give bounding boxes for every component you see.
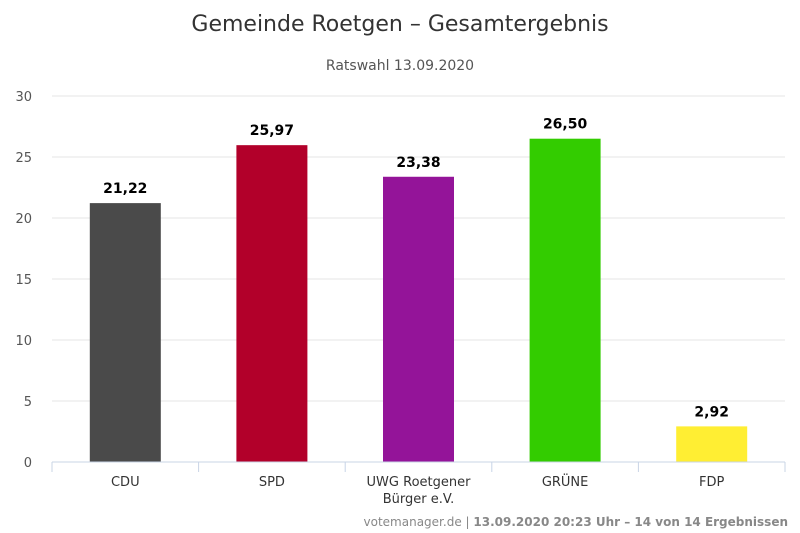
x-axis: CDU SPD UWG Roetgener Bürger e.V. GRÜNE FDP xyxy=(51,461,786,507)
bar xyxy=(89,203,161,462)
y-tick-label: 25 xyxy=(15,151,32,166)
bar xyxy=(676,426,748,462)
y-tick-label: 10 xyxy=(15,334,32,349)
chart-subtitle: Ratswahl 13.09.2020 xyxy=(326,58,474,74)
y-tick-label: 5 xyxy=(24,395,32,410)
x-tick-label: GRÜNE xyxy=(542,473,589,490)
y-tick-label: 15 xyxy=(15,273,32,288)
x-tick-label: UWG Roetgener xyxy=(367,475,472,490)
data-label: 21,22 xyxy=(103,181,147,197)
data-label: 2,92 xyxy=(694,404,729,420)
y-tick-label: 20 xyxy=(15,212,32,227)
data-label: 26,50 xyxy=(543,117,588,133)
x-tick-label: Bürger e.V. xyxy=(383,492,454,507)
credits-timestamp: 13.09.2020 20:23 Uhr – 14 von 14 Ergebni… xyxy=(473,515,788,529)
data-labels: 21,22 25,97 23,38 26,50 2,92 xyxy=(103,117,729,421)
bar xyxy=(529,138,601,462)
chart-title: Gemeinde Roetgen – Gesamtergebnis xyxy=(191,12,608,37)
x-tick-label: SPD xyxy=(259,475,285,490)
x-tick-label: CDU xyxy=(111,475,140,490)
data-label: 25,97 xyxy=(250,123,294,139)
credits[interactable]: votemanager.de | 13.09.2020 20:23 Uhr – … xyxy=(364,515,788,529)
y-axis-labels: 0 5 10 15 20 25 30 xyxy=(15,90,32,471)
bars xyxy=(89,138,748,462)
data-label: 23,38 xyxy=(396,155,440,171)
x-tick-label: FDP xyxy=(699,475,724,490)
bar xyxy=(236,145,308,462)
credits-source[interactable]: votemanager.de xyxy=(364,515,462,529)
y-tick-label: 0 xyxy=(24,456,32,471)
bar xyxy=(383,176,454,462)
credits-separator: | xyxy=(462,515,474,529)
y-tick-label: 30 xyxy=(15,90,32,105)
